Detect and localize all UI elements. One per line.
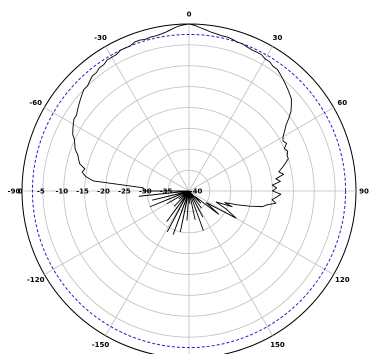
angle-tick-label: 30 <box>273 34 283 42</box>
angle-tick-label: 90 <box>359 188 369 196</box>
radial-tick-label: -40 <box>190 188 203 196</box>
series-layer <box>72 23 292 235</box>
grid-spoke <box>105 190 190 336</box>
angle-tick-label: 60 <box>337 99 347 107</box>
angle-tick-label: 150 <box>270 341 285 349</box>
grid-spoke <box>44 190 190 275</box>
angle-tick-label: 120 <box>335 276 350 284</box>
radial-tick-label: -25 <box>118 188 131 196</box>
grid-spoke <box>44 107 190 192</box>
radial-tick-label: 0 <box>18 188 23 196</box>
grid-spoke <box>105 46 190 192</box>
angle-tick-label: -60 <box>29 99 42 107</box>
grid-spoke <box>188 190 334 275</box>
angle-tick-label: 0 <box>187 11 192 19</box>
angle-tick-label: -90 <box>8 188 21 196</box>
series-line <box>72 23 292 235</box>
reference-circle <box>31 33 347 349</box>
radial-tick-label: -10 <box>55 188 68 196</box>
radial-tick-label: -30 <box>139 188 152 196</box>
angle-tick-label: -30 <box>94 34 107 42</box>
grid-spoke <box>188 190 273 336</box>
angle-tick-label: -120 <box>27 276 45 284</box>
radial-tick-label: -15 <box>76 188 89 196</box>
radial-tick-label: -20 <box>97 188 110 196</box>
grid-spoke <box>188 46 273 192</box>
grid-spoke <box>188 107 334 192</box>
reference-layer <box>31 33 347 349</box>
radial-tick-label: -5 <box>37 188 45 196</box>
angle-tick-label: -150 <box>92 341 110 349</box>
radial-tick-label: -35 <box>160 188 173 196</box>
